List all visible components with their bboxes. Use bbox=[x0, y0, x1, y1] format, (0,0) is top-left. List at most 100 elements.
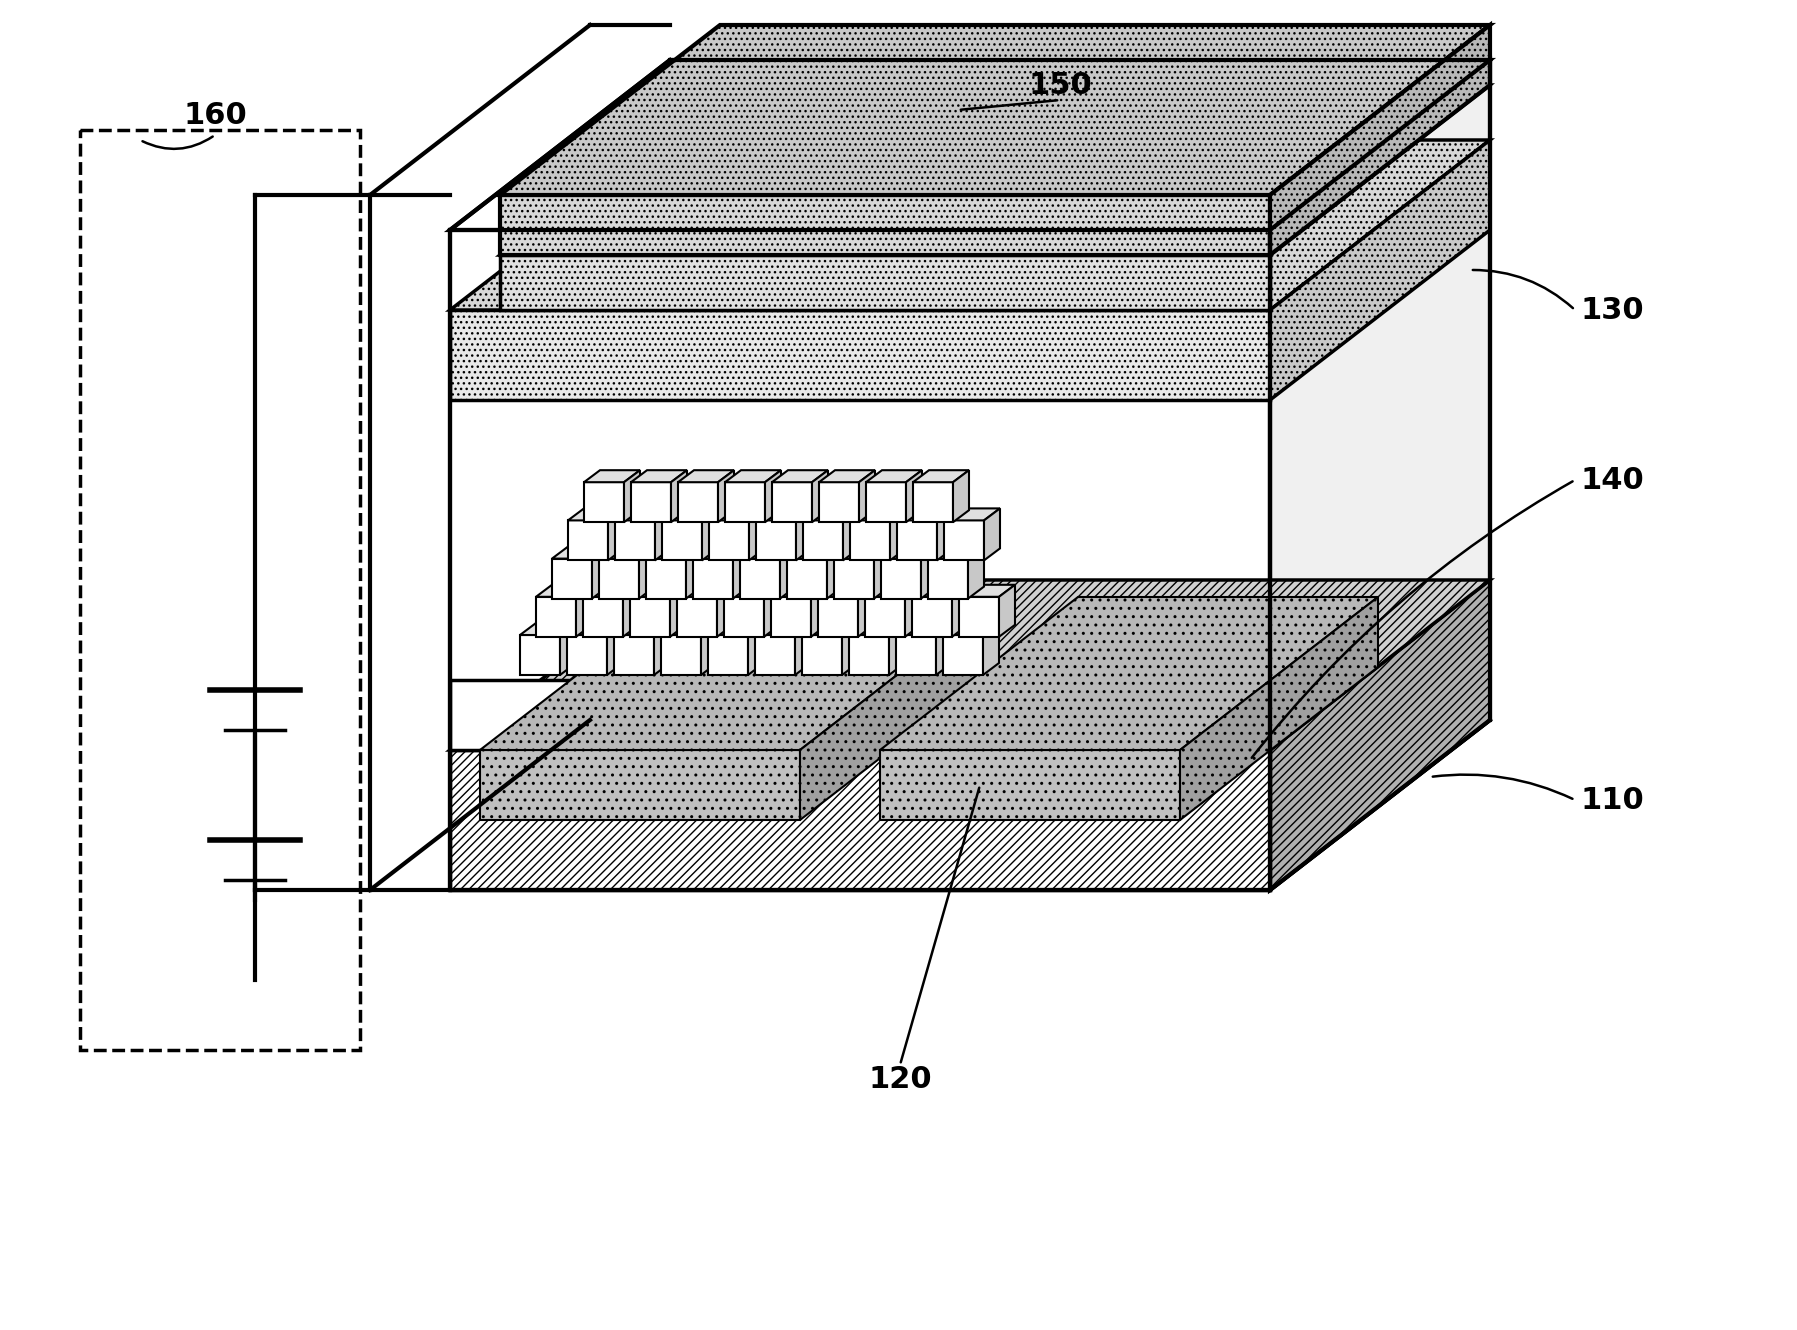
Polygon shape bbox=[591, 547, 607, 598]
Polygon shape bbox=[794, 622, 810, 676]
Polygon shape bbox=[771, 597, 810, 637]
Polygon shape bbox=[449, 140, 1490, 310]
Polygon shape bbox=[913, 483, 952, 523]
Polygon shape bbox=[568, 634, 607, 676]
Polygon shape bbox=[480, 597, 997, 750]
Polygon shape bbox=[999, 585, 1015, 637]
Polygon shape bbox=[897, 634, 936, 676]
Polygon shape bbox=[615, 634, 654, 676]
Polygon shape bbox=[936, 622, 952, 676]
Polygon shape bbox=[749, 508, 766, 560]
Polygon shape bbox=[449, 680, 1270, 750]
Polygon shape bbox=[568, 622, 624, 634]
Polygon shape bbox=[568, 520, 607, 560]
Polygon shape bbox=[449, 60, 1490, 230]
Polygon shape bbox=[694, 547, 749, 559]
Polygon shape bbox=[906, 471, 922, 523]
Polygon shape bbox=[866, 483, 906, 523]
Polygon shape bbox=[582, 585, 640, 597]
Polygon shape bbox=[943, 520, 985, 560]
Polygon shape bbox=[645, 547, 703, 559]
Text: 150: 150 bbox=[1028, 70, 1093, 100]
Polygon shape bbox=[631, 471, 686, 483]
Polygon shape bbox=[677, 483, 719, 523]
Polygon shape bbox=[677, 597, 717, 637]
Polygon shape bbox=[755, 622, 810, 634]
Polygon shape bbox=[810, 585, 827, 637]
Polygon shape bbox=[757, 508, 812, 520]
Polygon shape bbox=[812, 471, 828, 523]
Polygon shape bbox=[859, 471, 875, 523]
Polygon shape bbox=[624, 471, 640, 523]
Polygon shape bbox=[694, 559, 733, 598]
Polygon shape bbox=[983, 622, 999, 676]
Polygon shape bbox=[1270, 60, 1490, 890]
Polygon shape bbox=[890, 622, 906, 676]
Polygon shape bbox=[834, 559, 873, 598]
Polygon shape bbox=[771, 585, 827, 597]
Polygon shape bbox=[536, 585, 591, 597]
Polygon shape bbox=[615, 520, 654, 560]
Polygon shape bbox=[740, 547, 796, 559]
Polygon shape bbox=[943, 622, 999, 634]
Polygon shape bbox=[631, 483, 670, 523]
Polygon shape bbox=[881, 547, 936, 559]
Polygon shape bbox=[800, 597, 997, 821]
Polygon shape bbox=[500, 255, 1270, 310]
Text: 140: 140 bbox=[1580, 465, 1644, 495]
Polygon shape bbox=[536, 597, 577, 637]
Polygon shape bbox=[864, 585, 922, 597]
Polygon shape bbox=[801, 622, 857, 634]
Polygon shape bbox=[818, 585, 873, 597]
Polygon shape bbox=[952, 585, 969, 637]
Polygon shape bbox=[801, 634, 843, 676]
Polygon shape bbox=[857, 585, 873, 637]
Polygon shape bbox=[803, 520, 843, 560]
Polygon shape bbox=[449, 310, 1270, 400]
Polygon shape bbox=[449, 750, 1270, 890]
Polygon shape bbox=[733, 547, 749, 598]
Text: 160: 160 bbox=[183, 101, 246, 129]
Polygon shape bbox=[1270, 25, 1490, 255]
Polygon shape bbox=[897, 520, 936, 560]
Polygon shape bbox=[577, 585, 591, 637]
Polygon shape bbox=[677, 471, 733, 483]
Polygon shape bbox=[890, 508, 906, 560]
Polygon shape bbox=[607, 622, 624, 676]
Polygon shape bbox=[686, 547, 703, 598]
Polygon shape bbox=[757, 520, 796, 560]
Polygon shape bbox=[827, 547, 843, 598]
Polygon shape bbox=[943, 508, 999, 520]
Polygon shape bbox=[677, 585, 733, 597]
Polygon shape bbox=[913, 585, 969, 597]
Polygon shape bbox=[480, 750, 800, 821]
Polygon shape bbox=[552, 547, 607, 559]
Polygon shape bbox=[661, 508, 719, 520]
Polygon shape bbox=[766, 471, 782, 523]
Polygon shape bbox=[645, 559, 686, 598]
Polygon shape bbox=[598, 559, 640, 598]
Polygon shape bbox=[985, 508, 999, 560]
Polygon shape bbox=[719, 471, 733, 523]
Polygon shape bbox=[708, 634, 748, 676]
Polygon shape bbox=[631, 585, 686, 597]
Polygon shape bbox=[710, 520, 749, 560]
Polygon shape bbox=[701, 622, 717, 676]
Polygon shape bbox=[773, 483, 812, 523]
Polygon shape bbox=[960, 597, 999, 637]
Polygon shape bbox=[717, 585, 733, 637]
Polygon shape bbox=[843, 508, 859, 560]
Bar bbox=[81, 130, 359, 1049]
Polygon shape bbox=[500, 196, 1270, 255]
Polygon shape bbox=[960, 585, 1015, 597]
Polygon shape bbox=[670, 585, 686, 637]
Text: 110: 110 bbox=[1580, 786, 1644, 814]
Polygon shape bbox=[552, 559, 591, 598]
Polygon shape bbox=[1181, 597, 1378, 821]
Polygon shape bbox=[703, 508, 719, 560]
Polygon shape bbox=[897, 622, 952, 634]
Polygon shape bbox=[850, 520, 890, 560]
Polygon shape bbox=[897, 508, 952, 520]
Polygon shape bbox=[670, 471, 686, 523]
Polygon shape bbox=[848, 622, 906, 634]
